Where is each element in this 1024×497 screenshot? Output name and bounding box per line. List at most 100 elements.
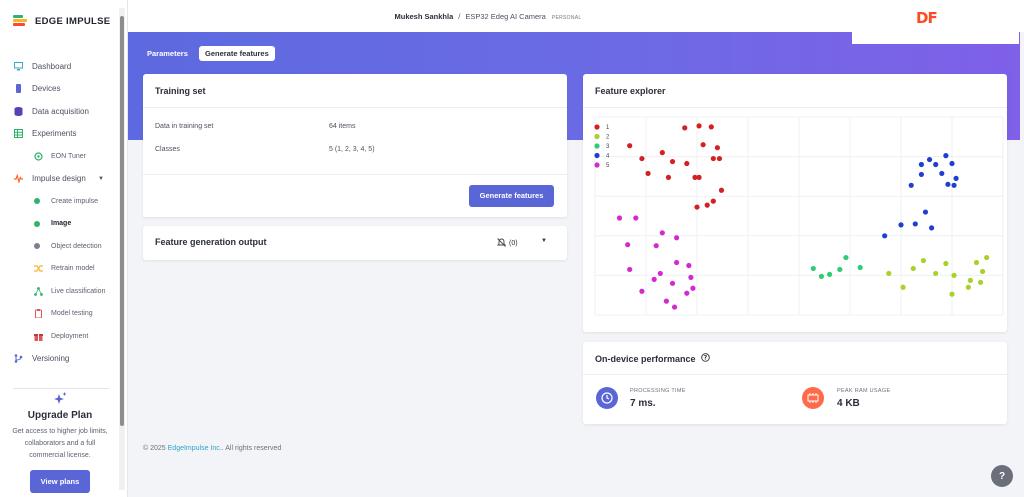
chevron-down-icon[interactable]: ▼	[541, 238, 547, 244]
scatter-point-class-3[interactable]	[857, 264, 863, 271]
view-plans-button[interactable]: View plans	[29, 470, 91, 493]
scatter-point-class-1[interactable]	[710, 198, 716, 204]
footer-company-link[interactable]: EdgeImpulse Inc.	[167, 445, 222, 452]
scatter-point-class-5[interactable]	[653, 243, 659, 249]
scatter-point-class-2[interactable]	[965, 284, 971, 290]
scatter-point-class-4[interactable]	[898, 222, 904, 228]
scatter-point-class-4[interactable]	[918, 171, 924, 178]
feature-scatter-plot[interactable]: 1 2 3 4 5	[583, 107, 1007, 332]
feature-output-card[interactable]: Feature generation output (0) ▼	[143, 226, 567, 260]
scatter-point-class-4[interactable]	[908, 182, 914, 188]
sidebar-item-impulse-design[interactable]: Impulse design ▼	[0, 168, 118, 191]
legend-marker[interactable]	[594, 133, 600, 140]
sidebar-item-deployment[interactable]: Deployment	[0, 325, 118, 348]
scatter-point-class-5[interactable]	[684, 290, 690, 296]
generate-features-button[interactable]: Generate features	[469, 185, 554, 207]
sidebar-item-experiments[interactable]: Experiments	[0, 123, 118, 146]
scatter-point-class-4[interactable]	[945, 181, 951, 187]
legend-label[interactable]: 3	[606, 144, 610, 150]
sidebar-scrollbar[interactable]	[119, 8, 125, 490]
scatter-point-class-4[interactable]	[951, 182, 957, 188]
legend-label[interactable]: 4	[606, 154, 610, 160]
scatter-point-class-1[interactable]	[710, 155, 716, 162]
scatter-point-class-2[interactable]	[973, 259, 980, 266]
legend-label[interactable]: 1	[606, 125, 610, 131]
scatter-point-class-2[interactable]	[910, 265, 916, 272]
legend-label[interactable]: 2	[606, 135, 610, 141]
brand-logo[interactable]: EDGE IMPULSE	[13, 15, 110, 27]
scatter-point-class-2[interactable]	[980, 268, 986, 275]
sidebar-item-retrain-model[interactable]: Retrain model	[0, 258, 118, 281]
scatter-point-class-5[interactable]	[674, 259, 680, 266]
scatter-point-class-1[interactable]	[700, 142, 706, 148]
scatter-point-class-2[interactable]	[977, 279, 984, 285]
scatter-point-class-3[interactable]	[827, 271, 833, 278]
scatter-point-class-2[interactable]	[943, 260, 949, 267]
legend-marker[interactable]	[594, 152, 600, 159]
scatter-point-class-2[interactable]	[949, 291, 955, 297]
scatter-point-class-1[interactable]	[716, 155, 723, 162]
scatter-point-class-5[interactable]	[663, 298, 669, 304]
scatter-point-class-4[interactable]	[949, 160, 955, 167]
help-circle-icon[interactable]: ?	[700, 353, 710, 364]
scatter-point-class-5[interactable]	[639, 288, 645, 294]
scatter-point-class-1[interactable]	[696, 174, 702, 180]
tab-generate-features[interactable]: Generate features	[199, 46, 275, 61]
help-button[interactable]: ?	[991, 465, 1013, 487]
scatter-point-class-1[interactable]	[714, 145, 720, 151]
scatter-point-class-1[interactable]	[645, 170, 651, 177]
scatter-point-class-4[interactable]	[953, 175, 959, 181]
legend-marker[interactable]	[594, 162, 600, 168]
legend-marker[interactable]	[594, 143, 600, 149]
scatter-point-class-1[interactable]	[692, 174, 698, 180]
sidebar-item-devices[interactable]: Devices	[0, 78, 118, 101]
notification-toggle[interactable]: (0)	[496, 238, 518, 249]
sidebar-item-eon-tuner[interactable]: EON Tuner	[0, 145, 118, 168]
scatter-point-class-1[interactable]	[704, 202, 710, 208]
scatter-point-class-5[interactable]	[625, 242, 631, 248]
scatter-point-class-2[interactable]	[886, 270, 892, 277]
scatter-point-class-4[interactable]	[918, 161, 924, 168]
scatter-point-class-1[interactable]	[627, 143, 633, 149]
sidebar-item-dashboard[interactable]: Dashboard	[0, 55, 118, 78]
sidebar-item-live-classification[interactable]: Live classification	[0, 280, 118, 303]
scatter-point-class-2[interactable]	[967, 277, 973, 283]
scatter-point-class-1[interactable]	[639, 155, 645, 162]
scatter-point-class-2[interactable]	[984, 254, 990, 261]
scatter-point-class-3[interactable]	[818, 273, 825, 279]
scatter-point-class-5[interactable]	[659, 230, 665, 236]
chevron-down-icon[interactable]: ▼	[98, 175, 104, 182]
sidebar-item-create-impulse[interactable]: Create impulse	[0, 190, 118, 213]
sidebar-item-image[interactable]: Image	[0, 213, 118, 236]
scatter-point-class-5[interactable]	[616, 215, 623, 221]
scatter-point-class-2[interactable]	[900, 284, 906, 290]
scatter-point-class-1[interactable]	[708, 124, 714, 130]
scatter-point-class-5[interactable]	[669, 280, 676, 286]
scatter-point-class-2[interactable]	[933, 270, 939, 277]
scatter-point-class-5[interactable]	[627, 266, 633, 273]
scatter-point-class-1[interactable]	[684, 160, 690, 167]
scatter-point-class-1[interactable]	[694, 204, 700, 210]
scatter-point-class-1[interactable]	[682, 125, 688, 131]
scatter-point-class-5[interactable]	[651, 276, 657, 282]
sidebar-item-data-acquisition[interactable]: Data acquisition	[0, 100, 118, 123]
scatter-point-class-4[interactable]	[943, 153, 949, 159]
scatter-point-class-1[interactable]	[696, 123, 702, 129]
scatter-point-class-2[interactable]	[951, 272, 957, 278]
breadcrumb-user[interactable]: Mukesh Sankhla	[394, 12, 454, 21]
scatter-point-class-4[interactable]	[922, 209, 929, 215]
legend-label[interactable]: 5	[606, 163, 610, 169]
tab-parameters[interactable]: Parameters	[147, 49, 188, 58]
scatter-point-class-5[interactable]	[686, 262, 692, 269]
scatter-point-class-3[interactable]	[843, 254, 849, 261]
scatter-point-class-4[interactable]	[929, 225, 935, 231]
scatter-point-class-4[interactable]	[926, 156, 933, 163]
scatter-point-class-1[interactable]	[665, 174, 672, 180]
scatter-point-class-4[interactable]	[939, 170, 945, 177]
scatter-point-class-1[interactable]	[718, 187, 725, 193]
sidebar-item-object-detection[interactable]: Object detection	[0, 235, 118, 258]
scatter-point-class-3[interactable]	[810, 265, 816, 272]
scatter-point-class-1[interactable]	[659, 150, 665, 156]
scatter-point-class-5[interactable]	[674, 235, 680, 241]
legend-marker[interactable]	[594, 124, 600, 130]
